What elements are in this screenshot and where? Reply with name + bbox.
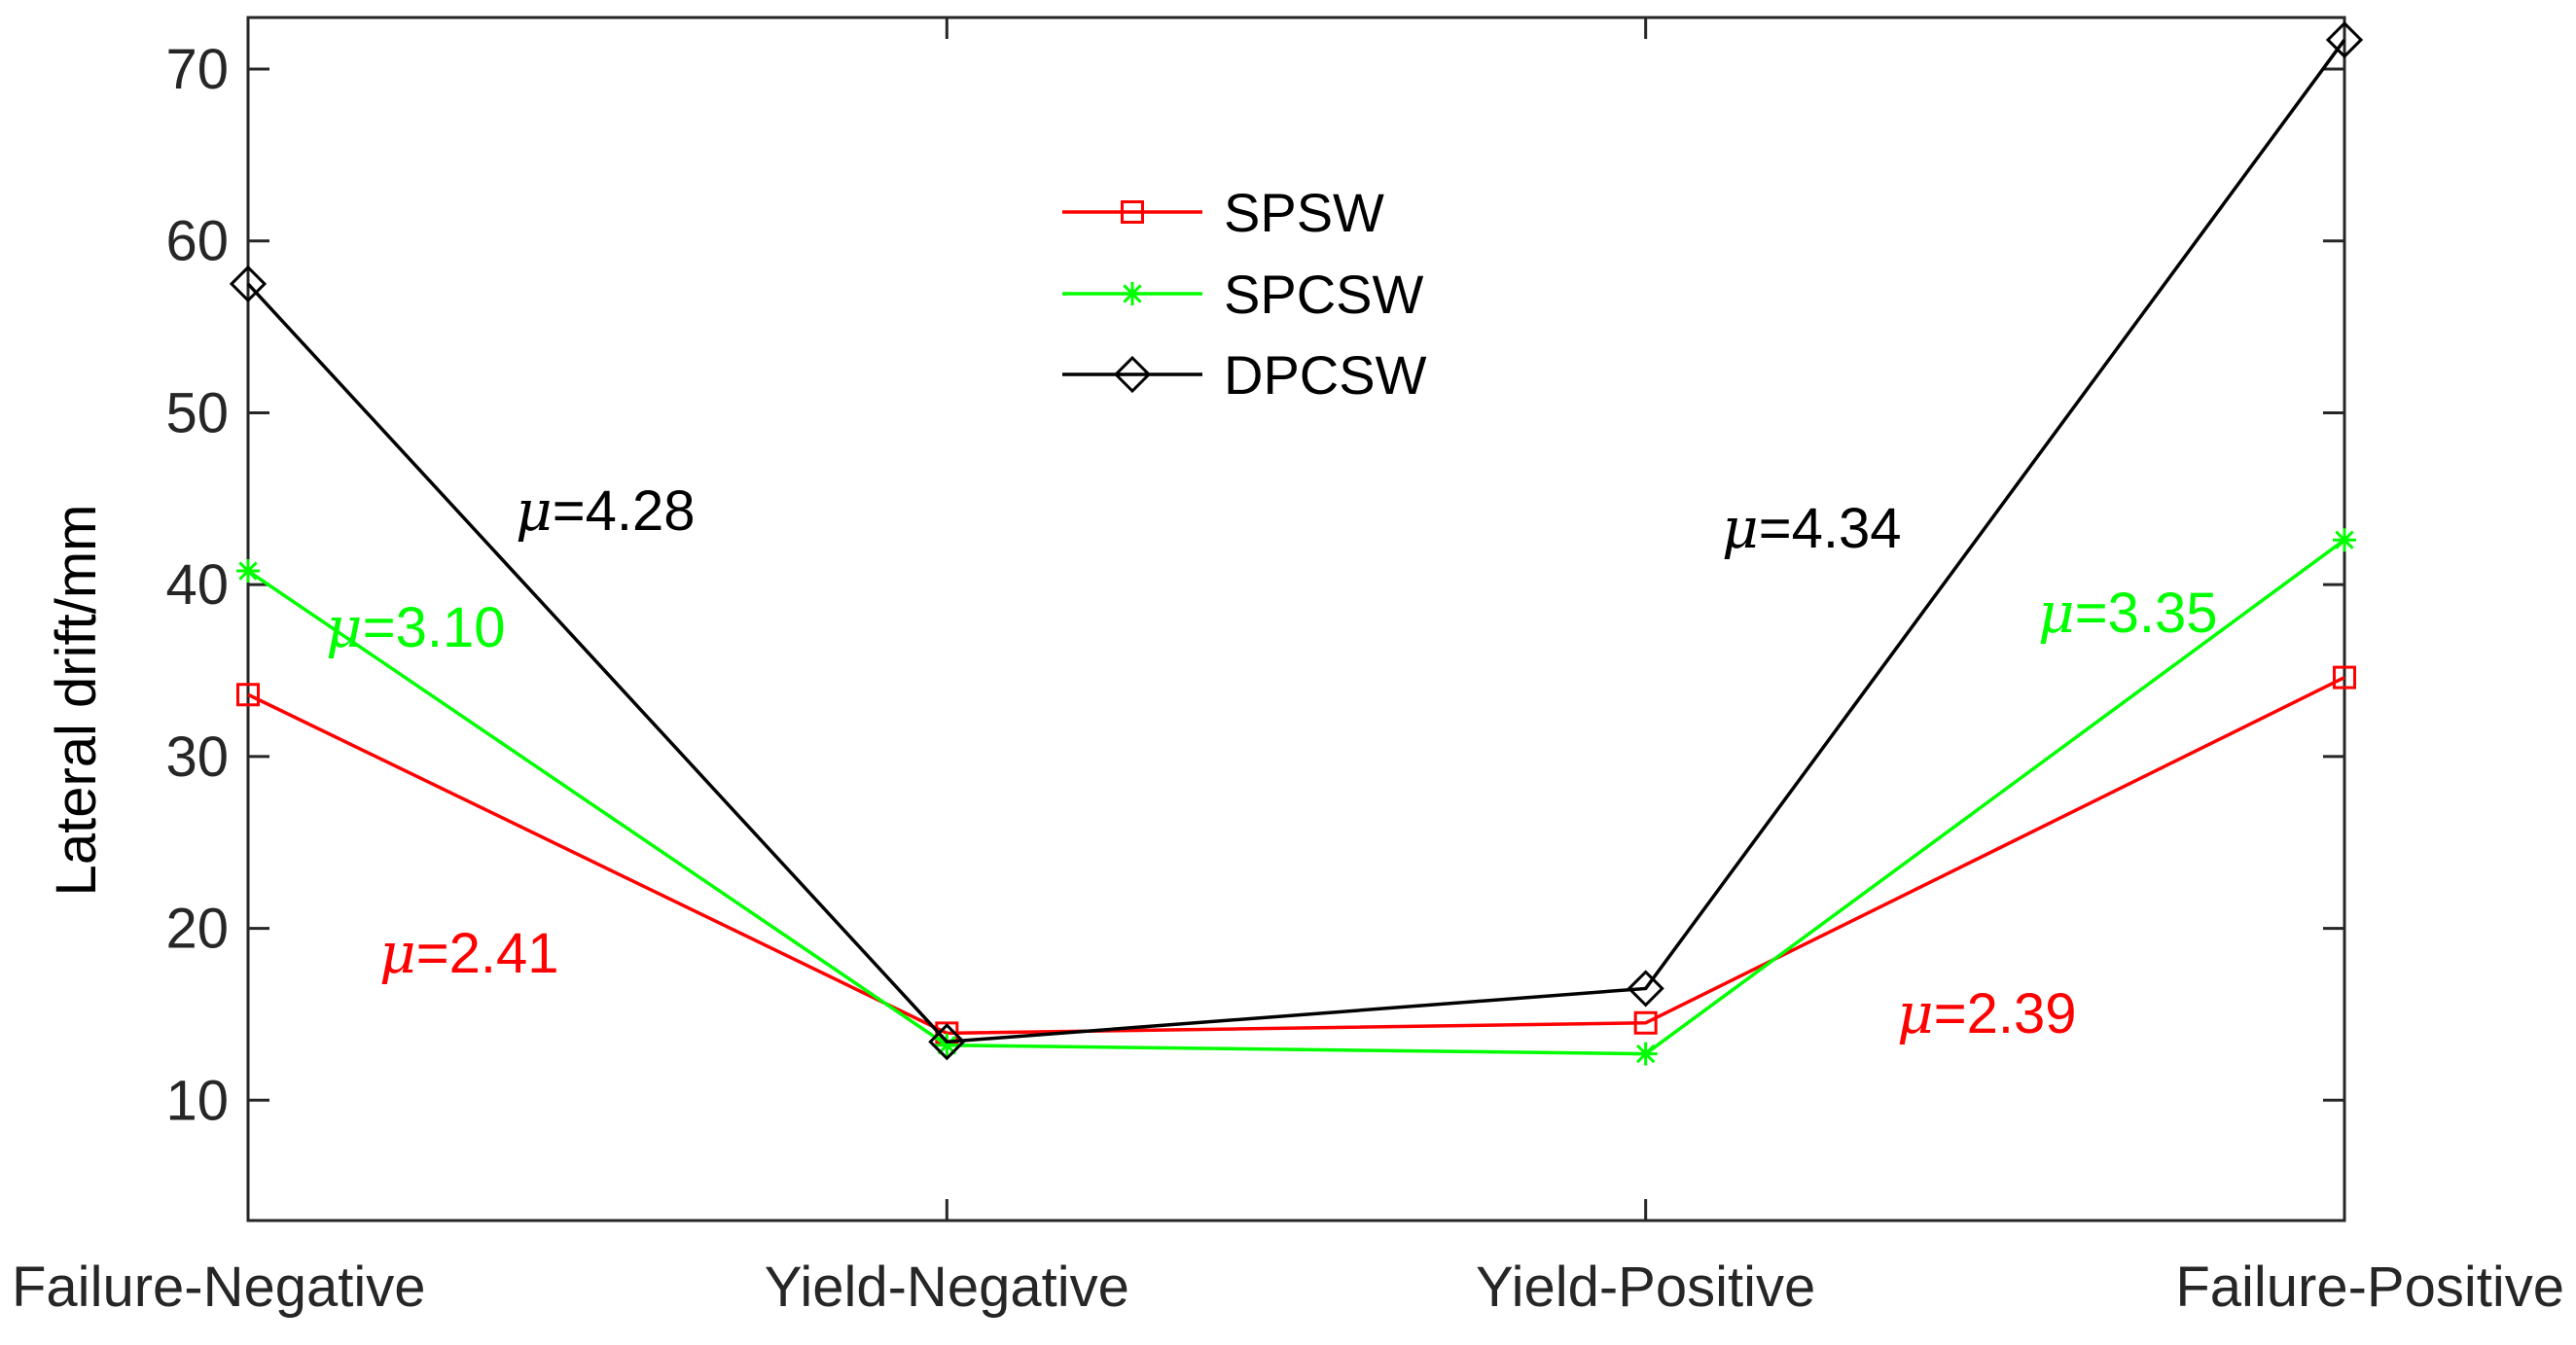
ductility-annotation: μ=2.41 (379, 920, 558, 986)
x-tick-label: Failure-Positive (2175, 1256, 2564, 1319)
ductility-annotation: μ=3.10 (326, 594, 505, 660)
y-tick-label: 40 (165, 553, 229, 617)
data-point-dpcsw (2325, 20, 2364, 59)
legend-item-spcsw: SPCSW (1062, 264, 1423, 325)
legend-marker-spcsw (1121, 282, 1144, 305)
legend: SPSW SPCSW DPCSW (1062, 182, 1427, 406)
annotations: μ=4.28μ=3.10 μ=2.41 μ=4.34 μ=3.35 μ=2.39 (326, 478, 2217, 1046)
series-line-dpcsw (246, 38, 2346, 1044)
data-point-spcsw (1633, 1042, 1658, 1066)
series-line-spsw (247, 676, 2345, 1036)
ductility-annotation: μ=2.39 (1897, 980, 2076, 1046)
y-tick-label: 60 (165, 210, 229, 273)
data-point-dpcsw (229, 265, 268, 303)
ductility-annotation: μ=4.28 (516, 478, 695, 544)
legend-item-spsw: SPSW (1062, 182, 1384, 243)
legend-item-dpcsw: DPCSW (1062, 344, 1427, 406)
y-tick-label: 10 (165, 1069, 229, 1132)
y-tick-label: 20 (165, 898, 229, 961)
data-point-spsw (1633, 1010, 1658, 1035)
data-point-spcsw (2333, 528, 2356, 552)
axes: 10 20 30 40 50 60 70 Failure-Negative Yield-Nega… (12, 16, 2564, 1319)
ductility-annotation: μ=4.34 (1722, 495, 1901, 561)
y-tick-label: 50 (165, 381, 229, 444)
data-point-spcsw (935, 1033, 959, 1057)
x-tick-label: Yield-Positive (1476, 1256, 1815, 1319)
x-tick-label: Failure-Negative (12, 1256, 426, 1319)
plot-frame (246, 16, 2346, 1222)
legend-label: DPCSW (1224, 344, 1427, 406)
y-tick-label: 30 (165, 726, 229, 789)
legend-marker-dpcsw (1113, 355, 1152, 394)
data-point-dpcsw (1627, 970, 1664, 1008)
legend-marker-spsw (1121, 200, 1144, 224)
series-line-spcsw (247, 538, 2346, 1056)
x-tick-label: Yield-Negative (765, 1256, 1129, 1319)
series-layer (229, 20, 2364, 1066)
data-point-spsw (2333, 665, 2356, 690)
y-axis-label: Lateral drift/mm (45, 505, 108, 897)
data-point-dpcsw (928, 1023, 966, 1061)
legend-label: SPCSW (1224, 264, 1423, 325)
legend-label: SPSW (1224, 182, 1384, 243)
data-point-spsw (236, 683, 260, 707)
ductility-annotation: μ=3.35 (2038, 580, 2217, 646)
data-point-spcsw (236, 559, 260, 584)
y-tick-label: 70 (165, 38, 229, 101)
